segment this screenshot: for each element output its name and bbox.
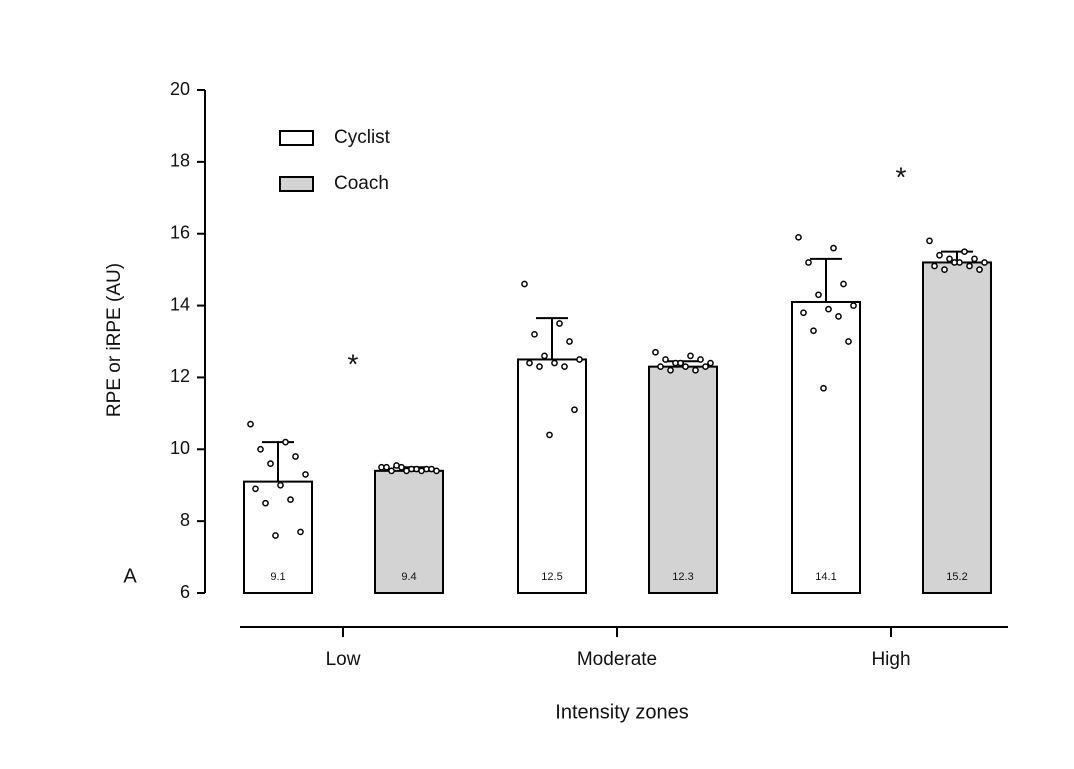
data-point bbox=[541, 352, 548, 360]
legend-swatch bbox=[279, 130, 314, 146]
value-label: 9.1 bbox=[270, 571, 285, 583]
data-point bbox=[941, 266, 948, 273]
x-axis-title: Intensity zones bbox=[555, 701, 688, 723]
legend-label: Cyclist bbox=[334, 127, 391, 148]
data-point bbox=[926, 237, 933, 245]
data-point bbox=[526, 359, 533, 367]
data-point bbox=[257, 445, 264, 453]
data-point bbox=[707, 359, 714, 367]
data-point bbox=[682, 363, 689, 370]
data-point bbox=[652, 348, 659, 356]
significance-marker: * bbox=[348, 349, 359, 380]
significance-marker: * bbox=[896, 162, 907, 193]
y-tick-label: 14 bbox=[170, 294, 190, 314]
data-point bbox=[845, 338, 852, 345]
data-point bbox=[795, 233, 802, 241]
bar bbox=[791, 300, 861, 594]
data-point bbox=[536, 363, 543, 370]
data-point bbox=[805, 259, 812, 266]
x-tick-label: High bbox=[871, 649, 910, 670]
data-point bbox=[697, 356, 704, 363]
data-point bbox=[971, 255, 978, 263]
value-label: 12.3 bbox=[672, 571, 693, 583]
data-point bbox=[282, 438, 289, 446]
data-point bbox=[566, 338, 573, 345]
bar bbox=[922, 261, 992, 594]
data-point bbox=[383, 463, 390, 471]
data-point bbox=[576, 356, 583, 363]
data-point bbox=[556, 320, 563, 327]
data-point bbox=[835, 313, 842, 320]
data-point bbox=[850, 302, 857, 309]
x-tick-label: Moderate bbox=[577, 649, 657, 670]
data-point bbox=[561, 363, 568, 370]
data-point bbox=[272, 532, 279, 539]
data-point bbox=[976, 266, 983, 273]
data-point bbox=[946, 255, 953, 263]
data-point bbox=[677, 359, 684, 367]
data-point bbox=[393, 462, 400, 469]
data-point bbox=[521, 280, 528, 288]
data-point bbox=[931, 262, 938, 270]
y-tick-label: 16 bbox=[170, 222, 190, 242]
legend-label: Coach bbox=[334, 173, 389, 194]
data-point bbox=[388, 467, 395, 475]
data-point bbox=[667, 366, 674, 374]
data-point bbox=[966, 262, 973, 270]
value-label: 14.1 bbox=[815, 571, 836, 583]
data-point bbox=[657, 363, 664, 370]
data-point bbox=[302, 471, 309, 478]
data-point bbox=[815, 291, 822, 299]
data-point bbox=[840, 280, 847, 288]
data-point bbox=[571, 406, 578, 414]
data-point bbox=[825, 305, 832, 313]
bar bbox=[374, 469, 444, 595]
data-point bbox=[981, 259, 988, 266]
data-point bbox=[830, 244, 837, 252]
value-label: 12.5 bbox=[541, 571, 562, 583]
y-tick-label: 8 bbox=[180, 510, 190, 530]
data-point bbox=[961, 248, 968, 256]
value-label: 9.4 bbox=[401, 571, 416, 583]
data-point bbox=[800, 309, 807, 317]
value-label: 15.2 bbox=[946, 571, 967, 583]
data-point bbox=[292, 453, 299, 460]
bar bbox=[517, 358, 587, 595]
data-point bbox=[820, 384, 827, 392]
data-point bbox=[702, 363, 709, 370]
data-point bbox=[267, 460, 274, 468]
y-tick-label: 10 bbox=[170, 438, 190, 458]
x-tick-label: Low bbox=[326, 649, 361, 670]
data-point bbox=[418, 467, 425, 475]
y-axis-title: RPE or iRPE (AU) bbox=[104, 263, 125, 417]
data-point bbox=[546, 431, 553, 439]
data-point bbox=[951, 259, 958, 266]
data-point bbox=[252, 485, 259, 493]
data-point bbox=[692, 366, 699, 374]
bar bbox=[648, 365, 718, 594]
panel-label: A bbox=[123, 565, 137, 587]
data-point bbox=[531, 330, 538, 338]
y-tick-label: 18 bbox=[170, 151, 190, 171]
data-point bbox=[297, 528, 304, 536]
y-tick-label: 6 bbox=[180, 582, 190, 602]
data-point bbox=[662, 356, 669, 363]
data-point bbox=[277, 481, 284, 489]
data-point bbox=[287, 496, 294, 503]
data-point bbox=[551, 359, 558, 367]
data-point bbox=[247, 420, 254, 428]
data-point bbox=[810, 327, 817, 335]
data-point bbox=[262, 499, 269, 507]
y-tick-label: 12 bbox=[170, 366, 190, 386]
data-point bbox=[403, 467, 410, 475]
data-point bbox=[936, 251, 943, 259]
data-point bbox=[428, 465, 435, 473]
data-point bbox=[687, 352, 694, 360]
legend-swatch bbox=[279, 176, 314, 192]
y-tick-label: 20 bbox=[170, 79, 190, 99]
